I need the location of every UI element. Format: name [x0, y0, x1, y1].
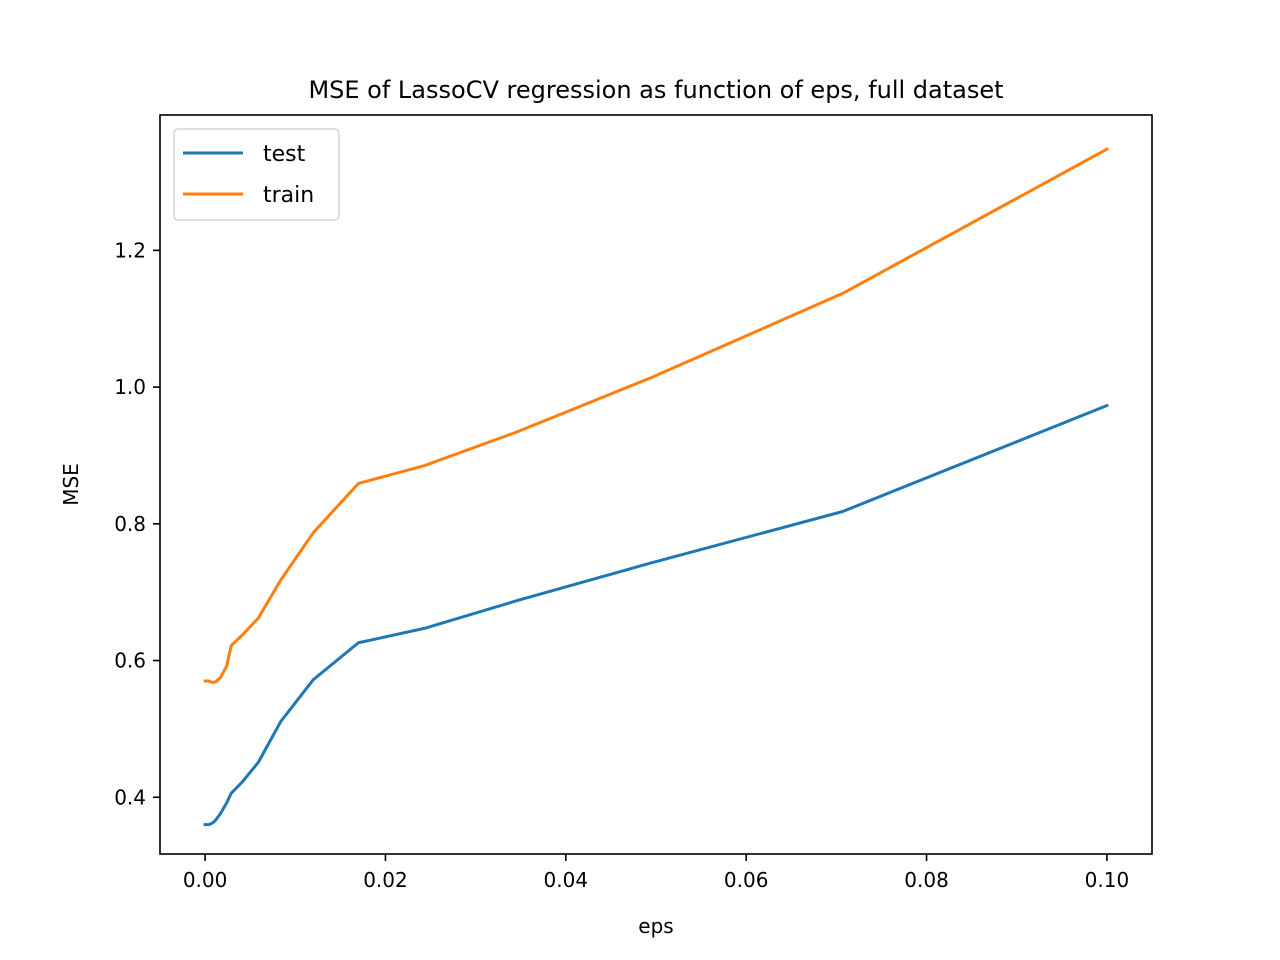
legend-label-train: train	[263, 183, 314, 208]
y-tick-label: 0.4	[114, 785, 146, 809]
y-tick-label: 0.8	[114, 512, 146, 536]
plot-frame	[159, 114, 1153, 855]
series-line-train	[203, 147, 1109, 684]
x-tick-label: 0.00	[183, 868, 228, 892]
legend-box	[173, 128, 340, 221]
x-axis-label: eps	[638, 914, 673, 938]
series-line-test	[203, 403, 1109, 827]
y-tick-label: 1.0	[114, 375, 146, 399]
x-tick-label: 0.10	[1085, 868, 1130, 892]
x-tick-label: 0.08	[904, 868, 949, 892]
x-axis: 0.00 0.02 0.04 0.06 0.08 0.10	[183, 854, 1129, 892]
legend: test train	[173, 128, 340, 221]
y-axis-label: MSE	[59, 463, 83, 506]
legend-label-test: test	[263, 142, 306, 167]
x-tick-label: 0.04	[544, 868, 589, 892]
plot-lines	[203, 147, 1109, 827]
x-tick-label: 0.02	[363, 868, 408, 892]
y-tick-label: 1.2	[114, 238, 146, 262]
y-tick-label: 0.6	[114, 649, 146, 673]
y-axis: 0.4 0.6 0.8 1.0 1.2	[114, 238, 160, 809]
x-tick-label: 0.06	[724, 868, 769, 892]
chart-title: MSE of LassoCV regression as function of…	[308, 76, 1003, 104]
